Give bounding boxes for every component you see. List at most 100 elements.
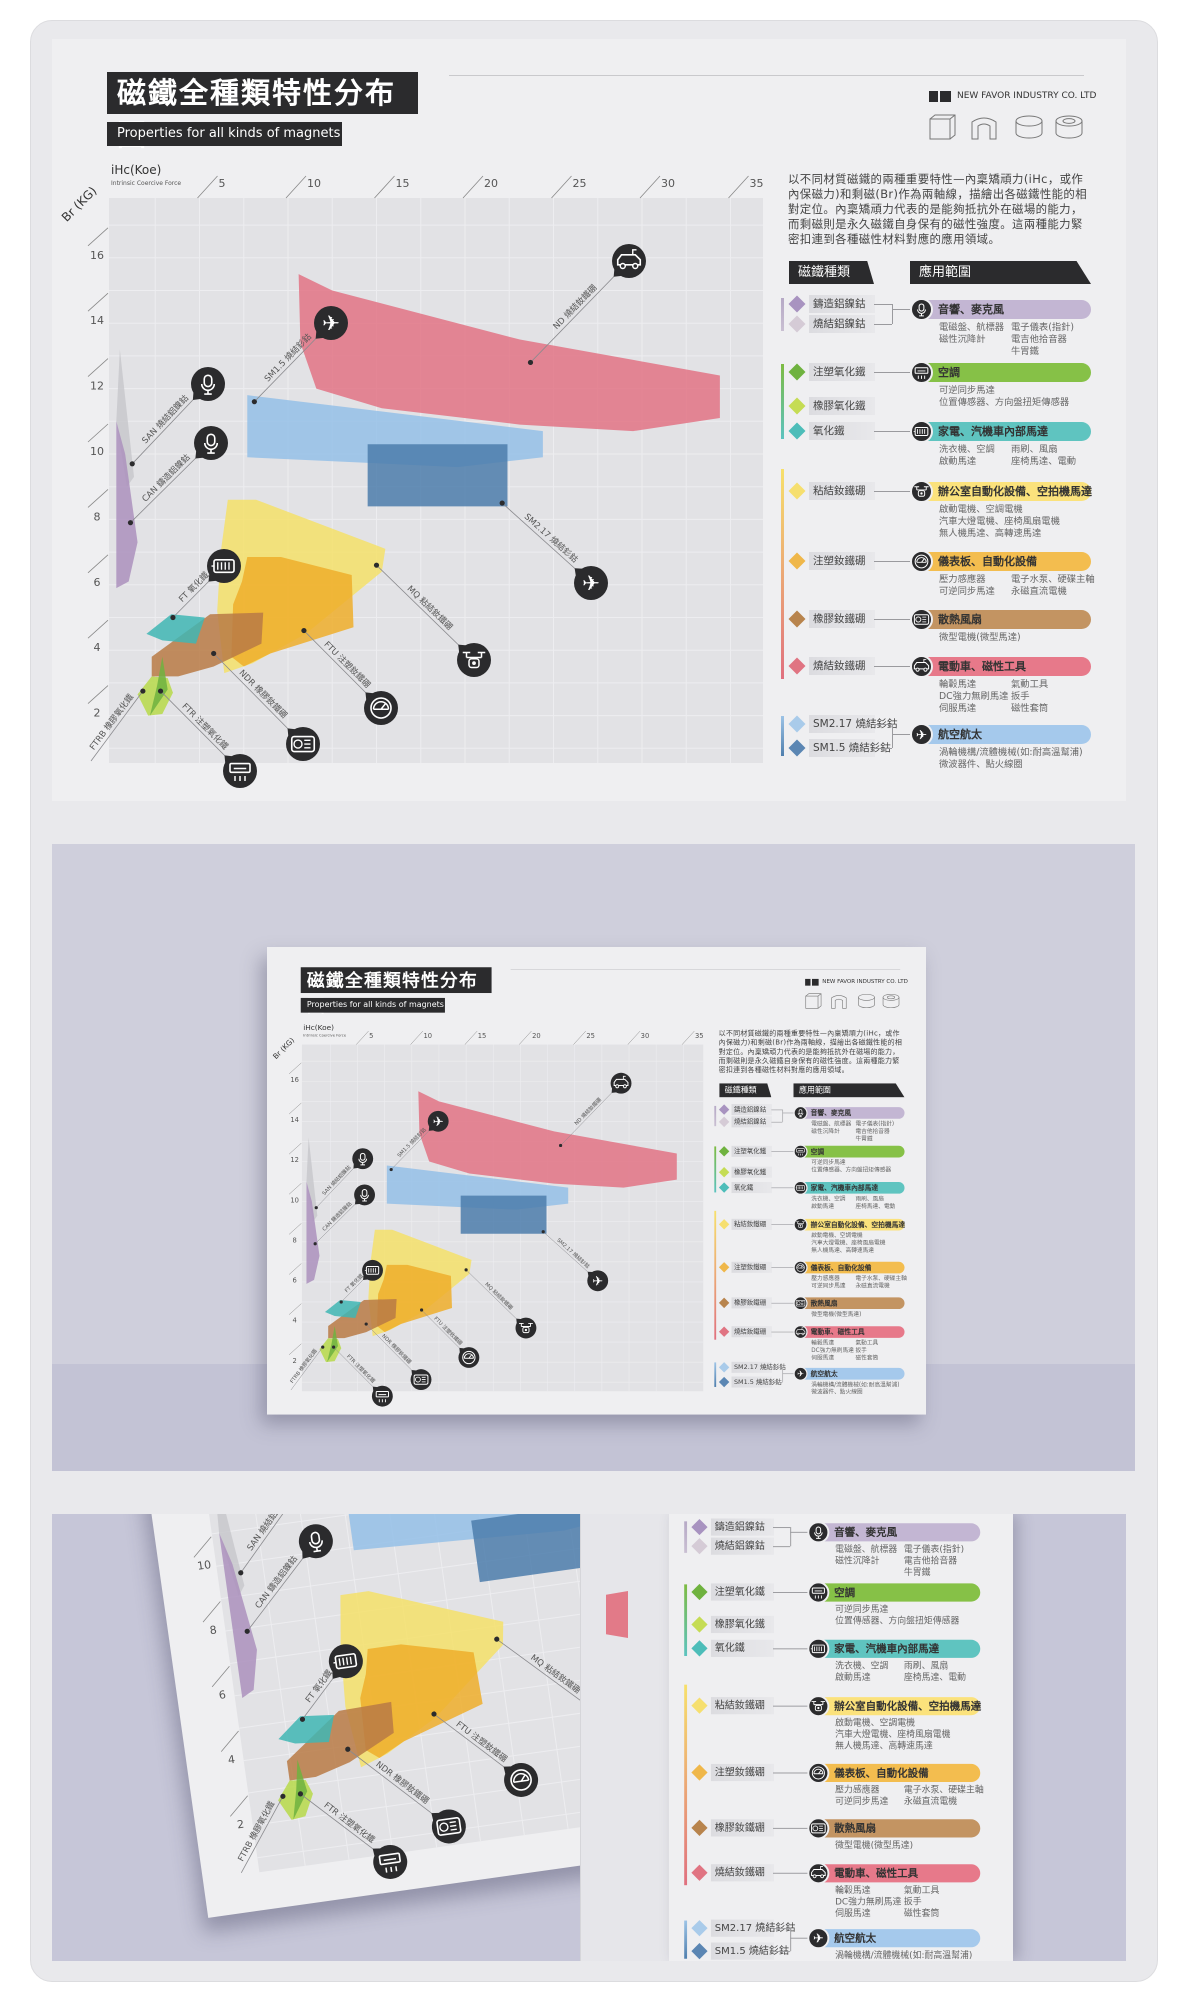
connector-line bbox=[773, 1648, 812, 1650]
callout-badge bbox=[371, 1385, 393, 1407]
application-pill bbox=[921, 656, 1091, 676]
example-text: 永磁直流電機 bbox=[903, 1796, 958, 1807]
group-color-bar bbox=[714, 1362, 717, 1387]
callout-badge bbox=[223, 754, 257, 788]
y-tick-mark bbox=[193, 1536, 212, 1558]
motor-icon bbox=[207, 549, 241, 583]
application-title: 航空航太 bbox=[938, 727, 982, 741]
region-nd bbox=[298, 274, 720, 432]
poster-copy: 磁鐵全種類特性分布圖 Properties for all kinds of m… bbox=[669, 1514, 1013, 1961]
y-tick-mark bbox=[87, 423, 109, 443]
data-point bbox=[301, 627, 307, 634]
bracket-line bbox=[782, 1109, 784, 1122]
application-pill bbox=[921, 609, 1091, 629]
motor-icon bbox=[362, 1259, 383, 1281]
region-ftr bbox=[149, 656, 168, 716]
connector-line bbox=[771, 1121, 783, 1123]
example-text: 汽車大燈電機、座椅風扇電機 bbox=[939, 516, 1060, 527]
connector-line bbox=[771, 1224, 796, 1225]
example-text: 汽車大燈電機、座椅風扇電機 bbox=[811, 1239, 886, 1247]
x-tick-mark bbox=[681, 1030, 695, 1045]
example-text: 啟動馬達 bbox=[939, 456, 977, 467]
divider bbox=[449, 75, 1084, 76]
data-point bbox=[314, 1206, 318, 1210]
example-text: 可逆同步馬達 bbox=[939, 586, 995, 597]
example-row: 可逆同步馬達 永磁直流電機 bbox=[939, 586, 1083, 598]
x-tick-mark bbox=[285, 175, 307, 199]
application-title: 航空航太 bbox=[834, 1931, 877, 1944]
example-text: 壓力感應器 bbox=[939, 574, 986, 585]
mockup-panel-front: 磁鐵全種類特性分布圖 Properties for all kinds of m… bbox=[52, 844, 1135, 1471]
portfolio-frame: 磁鐵全種類特性分布圖 Properties for all kinds of m… bbox=[30, 20, 1158, 1982]
application-examples: 可逆同步馬達 位置傳感器、方向盤扭矩傳感器 bbox=[835, 1604, 973, 1627]
group-color-bar bbox=[684, 1684, 688, 1886]
x-tick-mark bbox=[728, 175, 749, 199]
arc-magnet-icon bbox=[971, 117, 997, 140]
example-row: DC強力無刷馬達 扳手 bbox=[835, 1897, 973, 1908]
svg-text:✈: ✈ bbox=[322, 312, 340, 337]
application-item: 家電、汽機車內部馬達 bbox=[910, 419, 1091, 443]
material-label: 橡膠釹鐵硼 bbox=[731, 1297, 772, 1309]
callout-badge bbox=[515, 1317, 537, 1339]
description: 以不同材質磁鐵的兩種重要特性—內稟矯頑力(iHc，或作內保磁力)和剩磁(Br)作… bbox=[718, 1028, 903, 1075]
example-text: 無人機馬達、高轉速馬達 bbox=[811, 1247, 875, 1254]
example-row: 啟動電機、空調電機 bbox=[939, 504, 1083, 516]
data-point bbox=[313, 1242, 317, 1246]
block-magnet-icon bbox=[929, 114, 956, 140]
data-point bbox=[559, 1143, 563, 1148]
example-text: 磁性套筒 bbox=[855, 1354, 879, 1362]
microphone-icon bbox=[194, 426, 228, 460]
legend-material-item: 燒結釹鐵硼 bbox=[718, 1326, 772, 1338]
material-label: 氧化鐵 bbox=[710, 1639, 774, 1657]
connector-line bbox=[874, 304, 892, 305]
application-examples: 渦輪機構/流體機械(如:耐高溫幫浦)微波器件、點火線圈 bbox=[811, 1381, 899, 1396]
chart: 5101520253035246810121416iHc(Koe)Intrins… bbox=[180, 1514, 580, 1879]
legend-material-item: 橡膠釹鐵硼 bbox=[718, 1297, 772, 1309]
connector-line bbox=[773, 1527, 791, 1529]
example-row: 壓力感應器 電子水泵、硬碟主軸 bbox=[939, 574, 1095, 586]
example-text: 位置傳感器、方向盤扭矩傳感器 bbox=[811, 1166, 892, 1174]
application-pill bbox=[800, 1145, 905, 1158]
x-tick-label: 15 bbox=[478, 1032, 487, 1040]
fan-panel-icon bbox=[910, 607, 933, 631]
x-tick-mark bbox=[464, 1030, 478, 1045]
y-tick-label: 10 bbox=[90, 445, 104, 458]
callout-badge bbox=[298, 1524, 333, 1559]
example-row: 輪轂馬達 氣動工具 bbox=[811, 1340, 899, 1347]
application-title: 家電、汽機車內部馬達 bbox=[834, 1642, 940, 1655]
gauge-icon bbox=[364, 691, 398, 725]
svg-text:✈: ✈ bbox=[813, 1931, 824, 1946]
material-label: SM2.17 燒結釤鈷 bbox=[731, 1361, 786, 1373]
gridline-vertical bbox=[313, 1514, 394, 1854]
connector-line bbox=[773, 1951, 791, 1953]
example-text: 洗衣機、空調 bbox=[939, 444, 995, 455]
y-tick-label: 16 bbox=[290, 1076, 299, 1084]
example-row: 汽車大燈電機、座椅風扇電機 bbox=[811, 1240, 899, 1247]
material-label: 橡膠氧化鐵 bbox=[809, 397, 875, 415]
material-label: 燒結釹鐵硼 bbox=[809, 657, 875, 675]
x-tick-label: 5 bbox=[369, 1032, 373, 1040]
example-text: 伺服馬達 bbox=[939, 703, 977, 714]
example-text: 磁性沉降計 bbox=[939, 334, 986, 345]
example-text: 牛胃鐵 bbox=[903, 1567, 931, 1578]
application-item: 空調 bbox=[807, 1581, 981, 1603]
application-item: ✈ 航空航太 bbox=[793, 1366, 905, 1381]
motor-icon bbox=[807, 1637, 830, 1660]
legend-material-item: 氧化鐵 bbox=[691, 1639, 774, 1657]
example-row: 可逆同步馬達 bbox=[811, 1159, 899, 1166]
example-text: 永磁直流電機 bbox=[855, 1282, 890, 1290]
example-row: 位置傳感器、方向盤扭矩傳感器 bbox=[835, 1616, 973, 1627]
callout-badge bbox=[314, 306, 348, 340]
example-row: 磁性沉降計 電吉他拾音器 bbox=[811, 1128, 899, 1135]
region-ftu bbox=[231, 557, 354, 667]
application-title: 辦公室自動化設備、空拍機馬達 bbox=[810, 1220, 906, 1229]
legend-material-item: 燒結釹鐵硼 bbox=[691, 1864, 774, 1882]
microphone-icon bbox=[910, 297, 933, 321]
region-can bbox=[116, 421, 138, 589]
application-title: 散熱風扇 bbox=[938, 612, 982, 626]
bracket-connector bbox=[790, 1531, 812, 1533]
example-row: 啟動馬達 座椅馬達、電動 bbox=[811, 1203, 899, 1210]
example-text: 雨刷、風扇 bbox=[903, 1660, 949, 1672]
region-ft bbox=[278, 1714, 335, 1744]
data-point bbox=[251, 399, 257, 405]
